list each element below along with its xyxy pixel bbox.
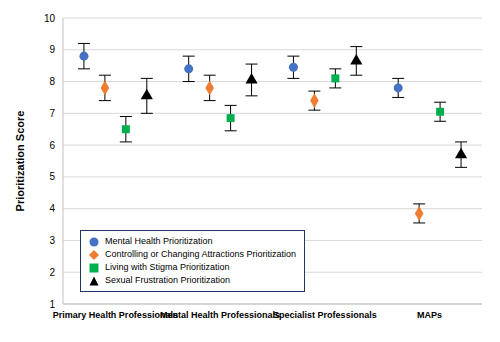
svg-text:3: 3 [49,235,55,246]
svg-text:4: 4 [49,203,55,214]
html-text:Sexual Frustration Prioritizat: Sexual Frustration Prioritization [105,275,231,285]
svg-text:7: 7 [49,108,55,119]
svg-text:Primary Health Professionals: Primary Health Professionals [52,310,178,321]
html-text:Controlling or Changing Attrac: Controlling or Changing Attractions Prio… [105,249,297,259]
svg-text:2: 2 [49,267,55,278]
svg-text:8: 8 [49,76,55,87]
svg-text:Mental Health Professionals: Mental Health Professionals [160,310,280,320]
html-text:Mental Health Prioritization: Mental Health Prioritization [105,236,213,246]
svg-text:5: 5 [49,171,55,182]
svg-text:1: 1 [49,299,55,310]
svg-text:MAPs: MAPs [417,310,442,320]
svg-text:10: 10 [44,13,56,24]
svg-text:Specialist Professionals: Specialist Professionals [273,310,377,320]
svg-text:Prioritization Score: Prioritization Score [14,111,26,212]
html-text:Living with Stigma Prioritizat: Living with Stigma Prioritization [105,262,230,272]
svg-text:6: 6 [49,140,55,151]
svg-text:9: 9 [49,44,55,55]
